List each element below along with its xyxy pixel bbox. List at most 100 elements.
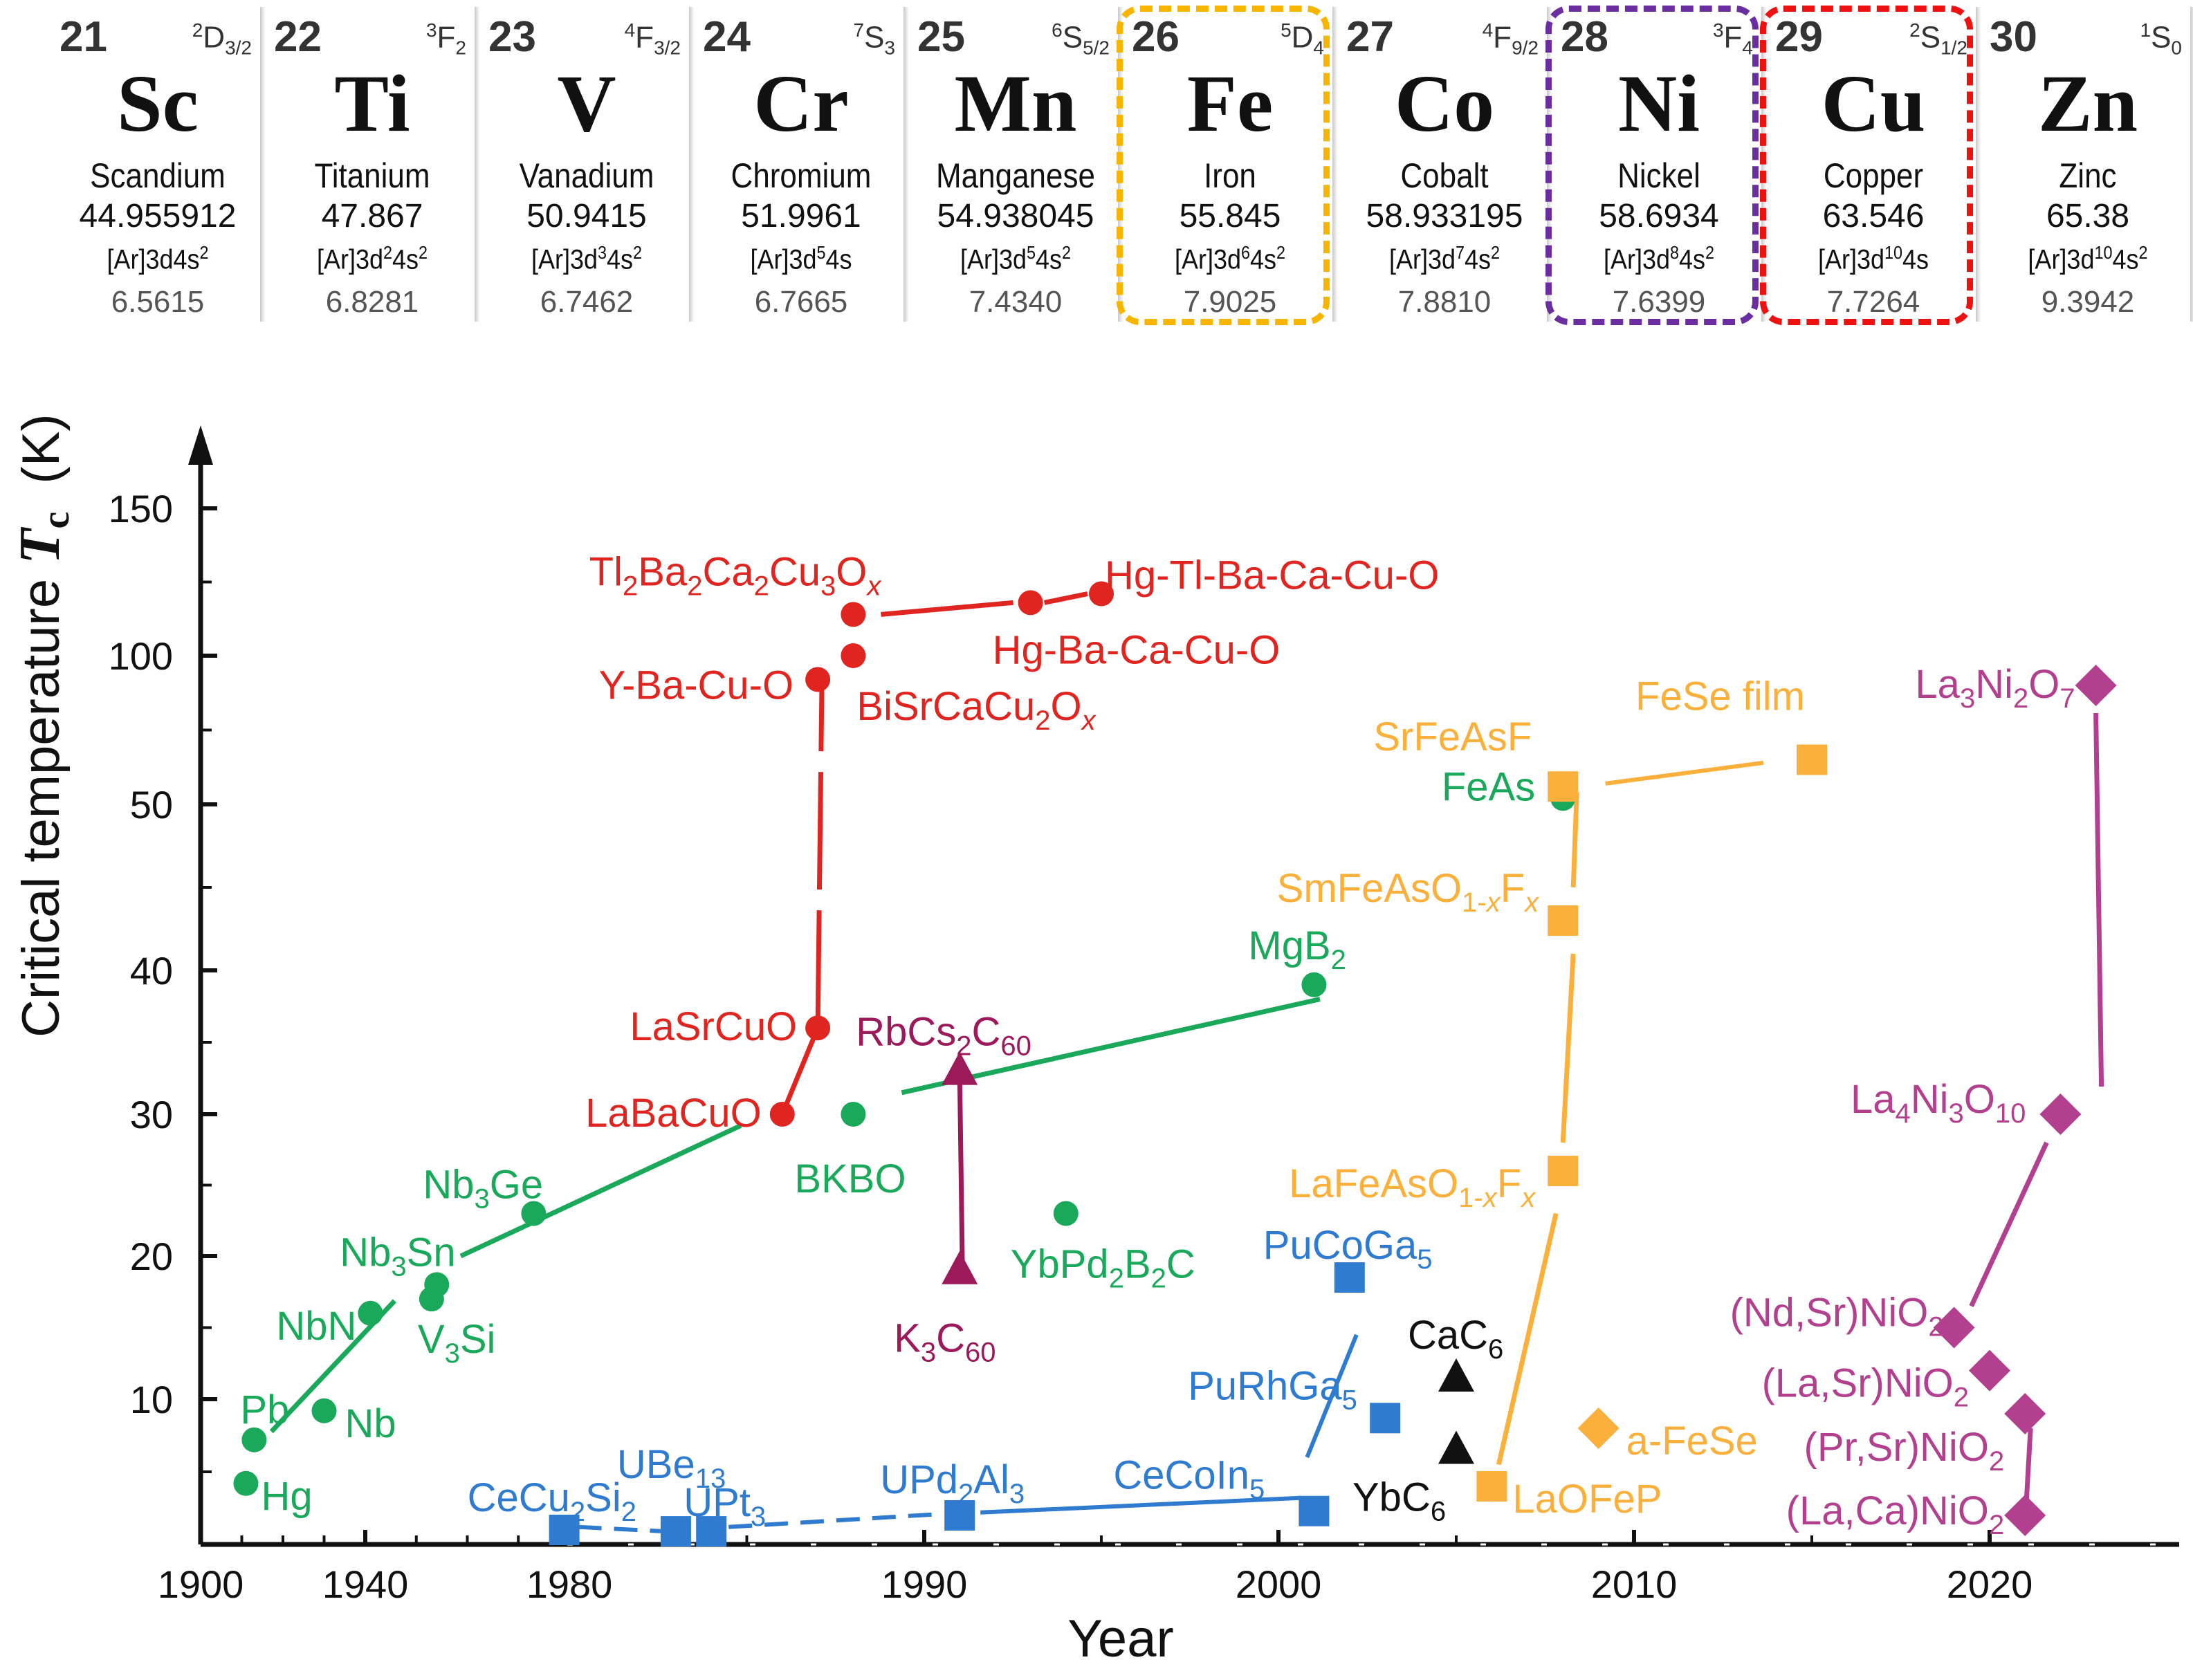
- atomic-mass: 58.933195: [1366, 198, 1523, 234]
- trend-line-fulleride: [957, 1071, 965, 1271]
- atomic-mass: 58.6934: [1599, 198, 1719, 234]
- atomic-number: 23: [488, 13, 536, 61]
- point-label-purhga5: PuRhGa5: [1188, 1363, 1357, 1415]
- highlight-box-cu: [1760, 6, 1973, 325]
- term-symbol: 2S1/2: [1909, 19, 1967, 59]
- mark--la-sr-nio2: [1969, 1349, 2010, 1392]
- term-symbol: 7S3: [853, 19, 895, 59]
- electron-config: [Ar]3d4s2: [107, 242, 209, 275]
- ionization-energy: 6.5615: [111, 285, 205, 319]
- ionization-energy: 9.3942: [2041, 285, 2135, 319]
- mark-bisrcacu2ox: [841, 643, 866, 668]
- element-symbol: Ti: [334, 58, 410, 149]
- element-name: Chromium: [731, 156, 872, 195]
- trend-line-conventional-2: [459, 1123, 742, 1259]
- term-symbol: 4F9/2: [1482, 19, 1539, 59]
- data-marks: [233, 581, 2117, 1547]
- y-tick-label-150: 150: [109, 487, 173, 530]
- element-name: Copper: [1823, 156, 1924, 195]
- term-symbol: 5D4: [1281, 19, 1324, 59]
- y-tick-label-50: 50: [130, 783, 173, 827]
- trend-line-iron-3: [1570, 792, 1579, 888]
- element-name: Titanium: [314, 156, 430, 195]
- point-label-v3si: V3Si: [418, 1317, 496, 1369]
- trend-line-hf-3: [980, 1495, 1301, 1515]
- point-label-a-fese: a-FeSe: [1626, 1419, 1758, 1464]
- ionization-energy: 7.7264: [1826, 285, 1920, 319]
- point-label-hg-tl-ba-ca-cu-o: Hg-Tl-Ba-Ca-Cu-O: [1105, 553, 1439, 598]
- term-symbol: 2D3/2: [192, 19, 252, 59]
- element-name: Iron: [1204, 156, 1256, 195]
- point-label-cecu2si2: CeCu2Si2: [468, 1475, 636, 1527]
- point-label-rbcs2c60: RbCs2C60: [856, 1010, 1031, 1062]
- x-axis-label: Year: [1067, 1609, 1174, 1668]
- trend-line-nickelate-1: [2093, 712, 2104, 1087]
- term-symbol: 3F2: [425, 19, 466, 59]
- point-label--la-ca-nio2: (La,Ca)NiO2: [1786, 1488, 2005, 1540]
- point-label-cecoin5: CeCoIn5: [1113, 1453, 1265, 1505]
- point-label-lafeaso1-xfx: LaFeAsO1-xFx: [1289, 1161, 1536, 1213]
- y-tick-label-100: 100: [109, 634, 173, 678]
- electron-config: [Ar]3d104s: [1817, 242, 1929, 275]
- ionization-energy: 7.4340: [969, 285, 1063, 319]
- y-tick-label-10: 10: [130, 1378, 173, 1421]
- point-label-ybpd2b2c: YbPd2B2C: [1011, 1242, 1195, 1294]
- point-label-lasrcuo: LaSrCuO: [630, 1004, 797, 1049]
- mark-nbn: [358, 1300, 383, 1326]
- mark-lasrcuo: [805, 1015, 831, 1041]
- electron-config: [Ar]3d24s2: [316, 242, 428, 275]
- trend-line-iron-1: [1496, 1212, 1559, 1466]
- point-label-upd2al3: UPd2Al3: [880, 1457, 1025, 1509]
- mark-pb: [241, 1427, 267, 1452]
- trend-line-cuprate-1: [780, 1026, 820, 1116]
- atomic-mass: 55.845: [1179, 198, 1281, 234]
- element-cell-cr: 24 7S3 Cr Chromium 51.9961 [Ar]3d54s 6.7665: [697, 7, 909, 322]
- highlight-box-ni: [1545, 6, 1759, 325]
- mark-k3c60: [942, 1250, 978, 1284]
- element-cell-cu: 29 2S1/2 Cu Copper 63.546 [Ar]3d104s 7.7264: [1770, 7, 1981, 322]
- trend-line-iron-4: [1605, 760, 1764, 786]
- y-axis-label-sub: c: [35, 512, 77, 529]
- mark-cac6: [1438, 1358, 1474, 1392]
- element-cell-ni: 28 3F4 Ni Nickel 58.6934 [Ar]3d84s2 7.6399: [1555, 7, 1767, 322]
- element-name: Vanadium: [519, 156, 654, 195]
- point-label-fese-film: FeSe film: [1635, 674, 1805, 719]
- point-label-la3ni2o7: La3Ni2O7: [1915, 662, 2075, 714]
- element-symbol: Mn: [954, 58, 1077, 149]
- point-label-laofep: LaOFeP: [1512, 1477, 1662, 1522]
- mark--la-ca-nio2: [2004, 1495, 2046, 1536]
- trend-line-cuprate-4: [1043, 591, 1088, 605]
- mark-smfeaso1-xfx: [1548, 905, 1579, 936]
- atomic-mass: 51.9961: [741, 198, 861, 234]
- electron-config: [Ar]3d34s2: [531, 242, 643, 275]
- element-name: Zinc: [2059, 156, 2117, 195]
- mark-ube13: [660, 1516, 691, 1547]
- point-label-upt3: UPt3: [683, 1480, 766, 1532]
- ionization-energy: 6.7462: [540, 285, 634, 319]
- point-label-nbn: NbN: [276, 1304, 356, 1349]
- term-symbol: 1S0: [2140, 19, 2182, 59]
- element-cell-ti: 22 3F2 Ti Titanium 47.867 [Ar]3d24s2 6.8281: [268, 7, 480, 322]
- ionization-energy: 6.7665: [754, 285, 848, 319]
- element-name: Manganese: [936, 156, 1095, 195]
- electron-config: [Ar]3d54s2: [960, 242, 1072, 275]
- mark-la4ni3o10: [2039, 1093, 2082, 1135]
- element-symbol: Zn: [2037, 58, 2138, 149]
- point-label-tl2ba2ca2cu3ox: Tl2Ba2Ca2Cu3Ox: [589, 549, 883, 601]
- point-label-nb3ge: Nb3Ge: [423, 1163, 543, 1215]
- element-cell-sc: 21 2D3/2 Sc Scandium 44.955912 [Ar]3d4s2 6.561…: [54, 7, 266, 322]
- atomic-number: 27: [1346, 13, 1394, 61]
- point-label-hg: Hg: [261, 1474, 312, 1519]
- mark--pr-sr-nio2: [2004, 1393, 2046, 1434]
- point-label-pb: Pb: [240, 1387, 289, 1432]
- point-label-labacuo: LaBaCuO: [585, 1091, 762, 1136]
- point-label-bisrcacu2ox: BiSrCaCu2Ox: [856, 684, 1096, 736]
- point-label-nb: Nb: [345, 1401, 396, 1446]
- trend-line-hf-4: [1305, 1333, 1359, 1459]
- point-label-bkbo: BKBO: [794, 1156, 906, 1201]
- mark-bkbo: [841, 1102, 866, 1127]
- ionization-energy: 7.8810: [1397, 285, 1492, 319]
- electron-config: [Ar]3d64s2: [1174, 242, 1286, 275]
- term-symbol: 6S5/2: [1052, 19, 1110, 59]
- point-label-ube13: UBe13: [617, 1442, 726, 1494]
